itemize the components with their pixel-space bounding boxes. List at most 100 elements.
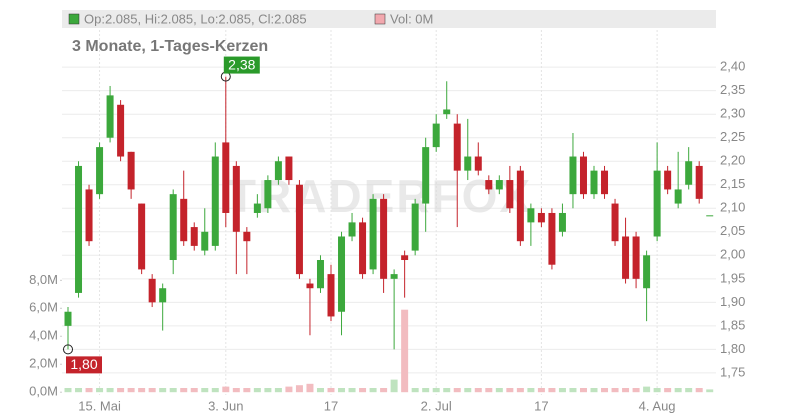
volume-bar	[159, 388, 167, 393]
volume-bar	[464, 388, 472, 393]
volume-bar	[664, 388, 672, 393]
volume-bar	[211, 388, 219, 393]
y2-tick-label: 4,0M	[29, 328, 58, 343]
ohlc-text: Op:2.085, Hi:2.085, Lo:2.085, Cl:2.085	[84, 11, 307, 26]
candle-body	[316, 260, 324, 289]
candle-body	[148, 278, 156, 303]
volume-bar	[579, 388, 587, 393]
x-tick-label: 3. Jun	[208, 398, 243, 413]
candle-body	[106, 95, 114, 138]
candle-body	[464, 156, 472, 171]
volume-bar	[85, 388, 93, 393]
ohlc-swatch	[68, 13, 80, 25]
candle-body	[327, 274, 335, 317]
volume-bar	[190, 388, 198, 393]
x-tick-label: 2. Jul	[421, 398, 452, 413]
volume-bar	[474, 388, 482, 393]
candle-body	[369, 198, 377, 270]
candle-body	[285, 156, 293, 181]
candle-body	[159, 288, 167, 303]
y-tick-label: 2,15	[720, 176, 745, 191]
candle-body	[338, 236, 346, 312]
candle-body	[274, 161, 282, 181]
volume-bar	[422, 388, 430, 393]
volume-bar	[622, 388, 630, 393]
candle-body	[453, 123, 461, 171]
candle-body	[674, 189, 682, 204]
volume-bar	[674, 388, 682, 393]
candle-body	[653, 170, 661, 237]
annotation-box	[66, 356, 102, 374]
volume-swatch	[374, 13, 386, 25]
volume-bar	[274, 388, 282, 393]
candle-body	[64, 311, 72, 326]
candle-body	[180, 198, 188, 242]
volume-bar	[243, 388, 251, 393]
volume-bar	[401, 309, 409, 393]
volume-bar	[253, 388, 261, 393]
candle-body	[474, 156, 482, 171]
volume-bar	[264, 388, 272, 393]
volume-bar	[75, 388, 83, 393]
candle-body	[85, 189, 93, 242]
y2-tick-label: 6,0M	[29, 300, 58, 315]
candle-body	[75, 165, 83, 293]
volume-bar	[695, 388, 703, 393]
candle-body	[96, 147, 104, 195]
candle-body	[359, 222, 367, 275]
y-tick-label: 1,75	[720, 364, 745, 379]
y-tick-label: 2,00	[720, 247, 745, 262]
volume-bar	[706, 389, 714, 393]
volume-bar	[169, 388, 177, 393]
volume-bar	[443, 388, 451, 393]
volume-bar	[516, 388, 524, 393]
candle-body	[643, 255, 651, 289]
y-tick-label: 1,90	[720, 294, 745, 309]
candle-body	[401, 255, 409, 261]
volume-bar	[495, 388, 503, 393]
volume-bar	[380, 388, 388, 393]
volume-bar	[590, 388, 598, 393]
y-tick-label: 1,85	[720, 317, 745, 332]
annotation-label: 1,80	[70, 356, 97, 372]
volume-bar	[222, 386, 230, 393]
y2-tick-label: 0,0M	[29, 384, 58, 399]
volume-bar	[643, 386, 651, 393]
y-tick-label: 2,20	[720, 153, 745, 168]
candle-body	[348, 222, 356, 237]
volume-bar	[390, 379, 398, 393]
volume-bar	[569, 388, 577, 393]
volume-bar	[127, 388, 135, 393]
volume-bar	[601, 388, 609, 393]
volume-bar	[148, 388, 156, 393]
candle-body	[695, 165, 703, 199]
candle-body	[295, 184, 303, 275]
y-tick-label: 2,25	[720, 129, 745, 144]
y-tick-label: 2,10	[720, 200, 745, 215]
volume-bar	[611, 388, 619, 393]
y-tick-label: 2,35	[720, 82, 745, 97]
volume-bar	[117, 388, 125, 393]
volume-text: Vol: 0M	[390, 11, 433, 26]
volume-bar	[327, 388, 335, 393]
volume-bar	[285, 386, 293, 393]
volume-bar	[453, 388, 461, 393]
annotation-box	[223, 56, 260, 74]
volume-bar	[369, 388, 377, 393]
candle-body	[569, 156, 577, 195]
candle-body	[632, 236, 640, 279]
candle-body	[222, 142, 230, 213]
candle-body	[622, 236, 630, 279]
candle-body	[117, 104, 125, 157]
y-tick-label: 2,30	[720, 106, 745, 121]
candle-body	[537, 212, 545, 223]
candle-body	[306, 283, 314, 289]
y2-tick-label: 8,0M	[29, 272, 58, 287]
candle-body	[548, 212, 556, 265]
x-tick-label: 17	[534, 398, 548, 413]
chart-title: 3 Monate, 1-Tages-Kerzen	[72, 38, 268, 55]
volume-bar	[506, 388, 514, 393]
candle-body	[558, 212, 566, 232]
candle-body	[390, 274, 398, 279]
x-tick-label: 15. Mai	[78, 398, 121, 413]
